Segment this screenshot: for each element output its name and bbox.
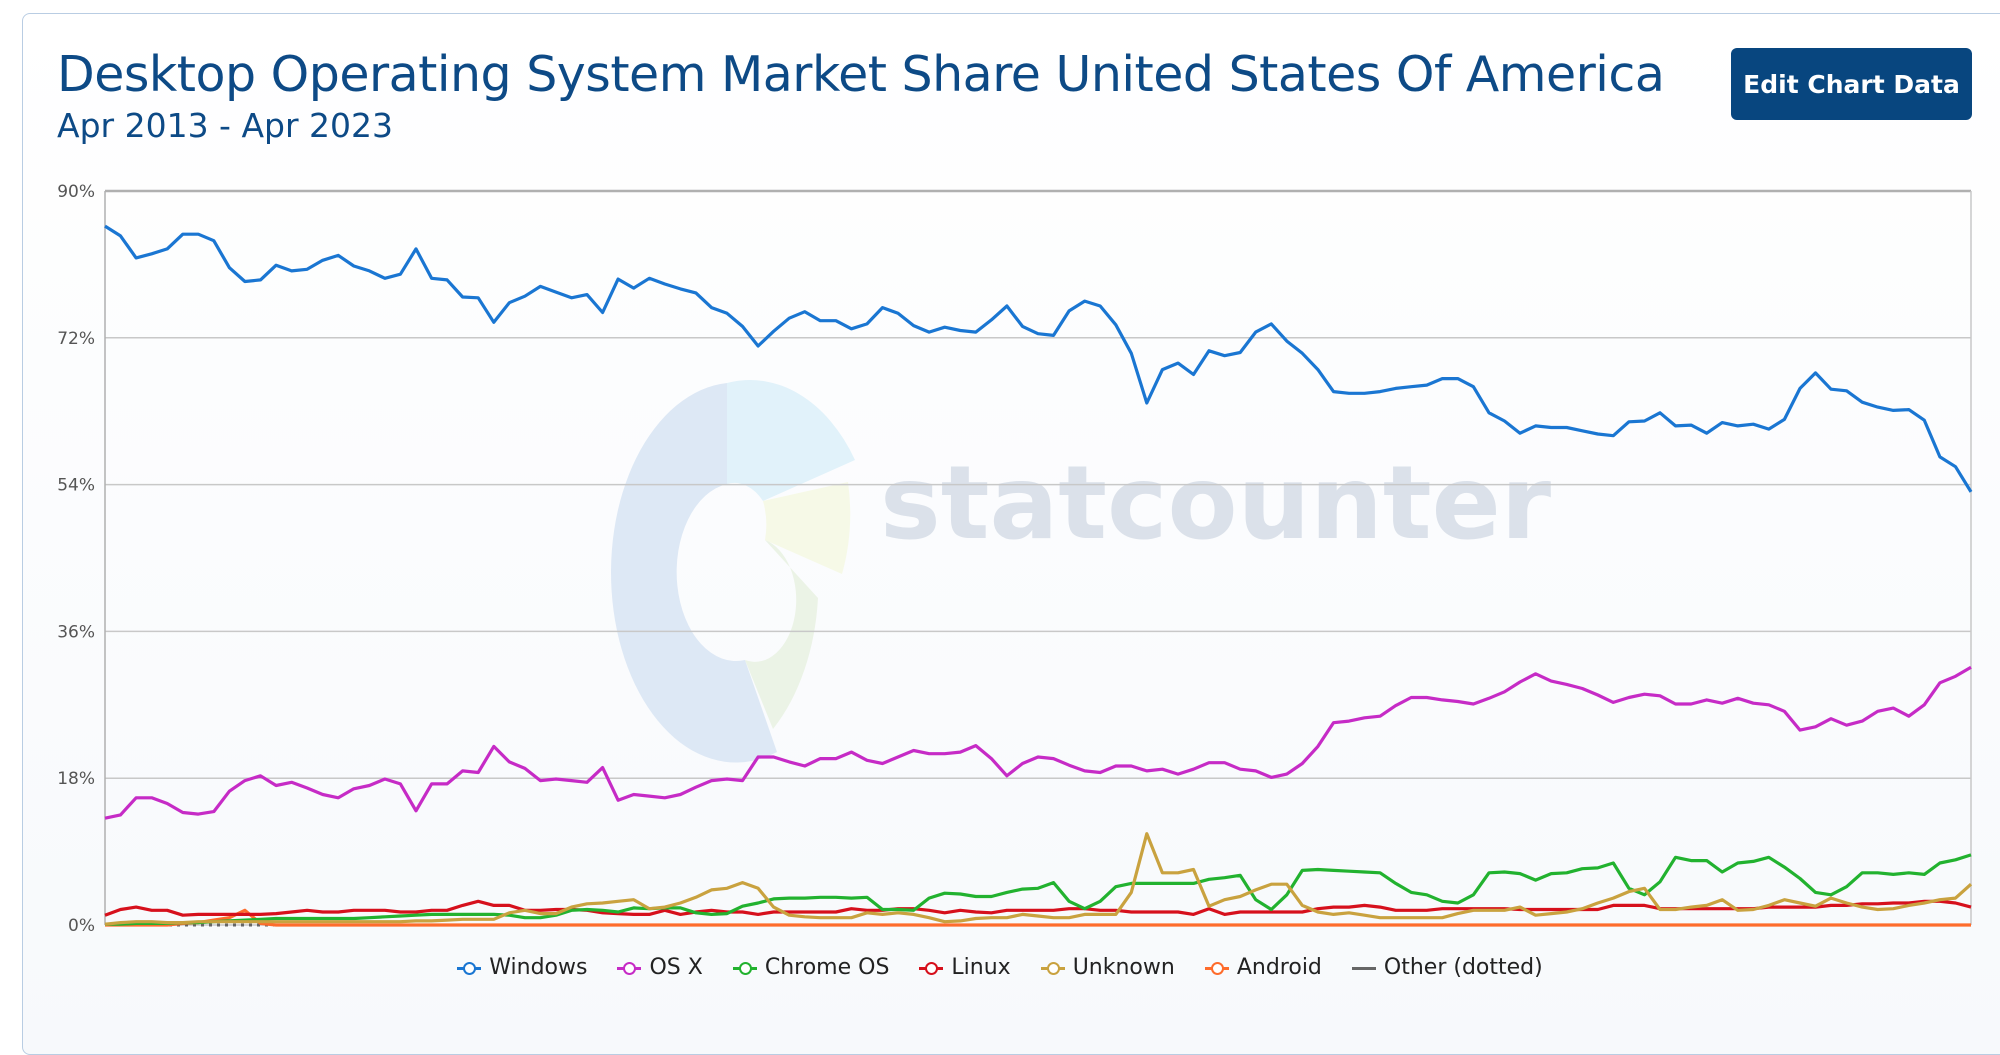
legend-label: Unknown — [1072, 955, 1175, 980]
series-line-unknown[interactable] — [104, 832, 1973, 926]
circle-marker-icon — [617, 961, 642, 975]
chart-card — [22, 13, 2000, 1055]
statcounter-watermark: statcounter — [611, 380, 1551, 763]
circle-marker-icon — [1204, 961, 1229, 975]
legend-label: OS X — [649, 955, 703, 980]
legend-item-os-x[interactable]: OS X — [617, 955, 703, 980]
legend-label: Linux — [951, 955, 1011, 980]
watermark-logo-segment — [745, 540, 818, 729]
legend-item-other-dotted[interactable]: Other (dotted) — [1351, 955, 1543, 980]
page-title: Desktop Operating System Market Share Un… — [57, 46, 1665, 103]
watermark-logo-segment — [727, 380, 855, 501]
date-range: Apr 2013 - Apr 2023 — [57, 106, 394, 145]
legend-item-unknown[interactable]: Unknown — [1040, 955, 1175, 980]
series-line-chrome-os[interactable] — [105, 853, 1972, 926]
series-line-os-x[interactable] — [104, 665, 1972, 820]
y-tick-label: 72% — [57, 329, 95, 349]
legend-label: Android — [1236, 955, 1322, 980]
y-tick-label: 18% — [57, 769, 95, 789]
circle-marker-icon — [919, 961, 944, 975]
y-tick-label: 0% — [68, 916, 95, 936]
legend-label: Other (dotted) — [1383, 955, 1543, 980]
line-chart: statcounter 0% 18% 36% 54% 72% 90% — [57, 182, 1973, 936]
y-tick-label: 54% — [57, 476, 95, 496]
line-marker-icon — [1351, 961, 1376, 975]
watermark-logo-segment — [763, 482, 851, 574]
chart-legend: Windows OS X Chrome OS Linux Unknown Android O… — [0, 955, 2000, 980]
circle-marker-icon — [732, 961, 757, 975]
legend-item-chrome-os[interactable]: Chrome OS — [732, 955, 890, 980]
watermark-logo-segment — [611, 383, 777, 763]
series-line-windows[interactable] — [104, 224, 1973, 493]
edit-chart-data-button[interactable]: Edit Chart Data — [1731, 48, 1972, 120]
circle-marker-icon — [457, 961, 482, 975]
watermark-text: statcounter — [880, 444, 1551, 563]
legend-label: Chrome OS — [764, 955, 890, 980]
series-line-android[interactable] — [105, 908, 1971, 927]
legend-item-windows[interactable]: Windows — [457, 955, 587, 980]
y-tick-label: 90% — [57, 182, 95, 202]
legend-item-android[interactable]: Android — [1204, 955, 1322, 980]
circle-marker-icon — [1040, 961, 1065, 975]
legend-item-linux[interactable]: Linux — [919, 955, 1011, 980]
legend-label: Windows — [489, 955, 588, 980]
y-tick-label: 36% — [57, 622, 95, 642]
